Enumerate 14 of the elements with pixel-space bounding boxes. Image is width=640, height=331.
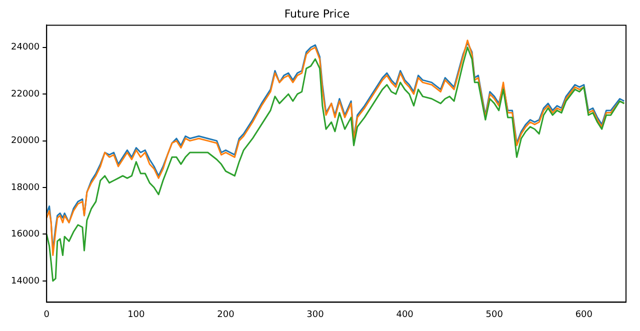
x-tick-label: 300 — [306, 310, 324, 320]
y-tick-label: 20000 — [10, 136, 40, 146]
chart-title: Future Price — [284, 7, 350, 20]
x-tick-label: 500 — [486, 310, 504, 320]
x-tick-label: 100 — [128, 310, 146, 320]
x-tick-label: 600 — [575, 310, 593, 320]
x-tick-label: 200 — [217, 310, 235, 320]
x-tick-label: 0 — [44, 310, 50, 320]
y-tick-label: 24000 — [10, 42, 40, 53]
y-tick-label: 16000 — [10, 230, 40, 240]
y-tick-label: 14000 — [10, 276, 40, 286]
y-tick-label: 18000 — [10, 182, 40, 193]
x-tick-label: 400 — [396, 310, 414, 320]
y-tick-label: 22000 — [10, 89, 40, 100]
